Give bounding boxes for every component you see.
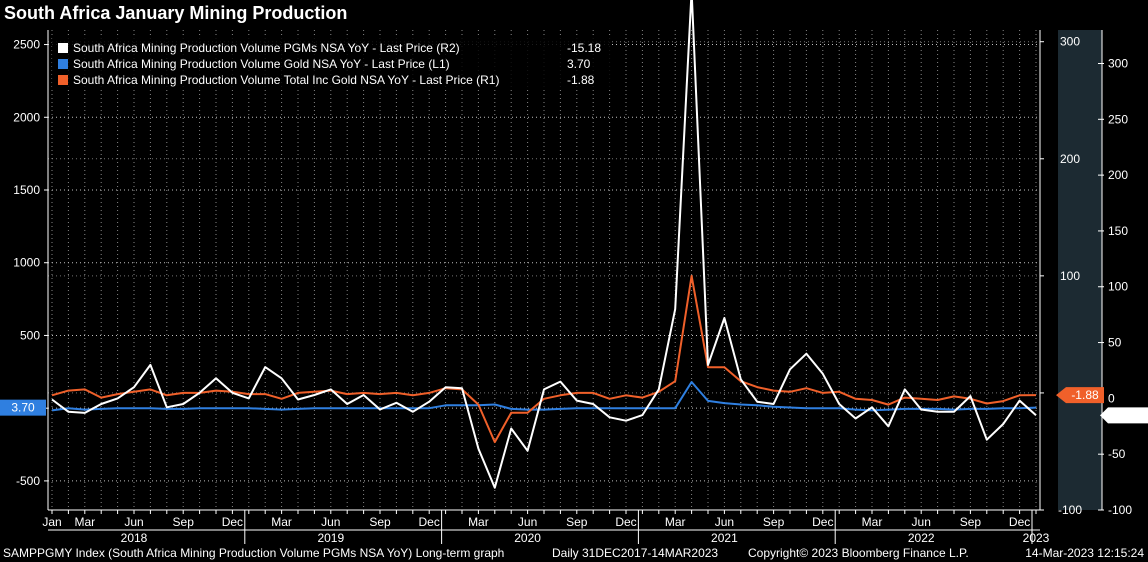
- series-lines: [51, 0, 1037, 489]
- r2-tick-label: 0: [1108, 391, 1115, 405]
- x-month-label: Sep: [763, 515, 785, 529]
- legend-box: [52, 38, 612, 90]
- x-month-label: Sep: [566, 515, 588, 529]
- x-month-label: Jun: [321, 515, 340, 529]
- legend-last-value: -1.88: [567, 73, 595, 87]
- legend-last-value: 3.70: [567, 57, 591, 71]
- legend-last-value: -15.18: [567, 41, 601, 55]
- right-axis-r1: -1000100200300: [1039, 30, 1082, 517]
- r2-tick-label: 50: [1108, 336, 1122, 350]
- x-month-label: Dec: [812, 515, 833, 529]
- series-pgms-line: [51, 0, 1037, 489]
- legend: South Africa Mining Production Volume PG…: [52, 38, 612, 90]
- x-month-label: Sep: [369, 515, 391, 529]
- right-axis-panel: [1058, 30, 1102, 510]
- r1-tick-label: 200: [1060, 152, 1080, 166]
- left-axis: -50005001000150020002500: [13, 30, 49, 510]
- footer-timestamp: 14-Mar-2023 12:15:24: [1025, 546, 1144, 560]
- x-axis: Jan Mar Jun Sep Dec Mar Jun Sep Dec Mar Jun Sep Dec M…: [42, 509, 1050, 545]
- x-month-label: Sep: [960, 515, 982, 529]
- x-month-label: Dec: [1009, 515, 1030, 529]
- footer-range: Daily 31DEC2017-14MAR2023: [552, 546, 718, 560]
- legend-swatch: [58, 59, 68, 69]
- series-gold-line: [51, 381, 1037, 412]
- x-month-label: Dec: [222, 515, 243, 529]
- footer-copyright: Copyright© 2023 Bloomberg Finance L.P.: [748, 546, 969, 560]
- last-price-badges: 3.70 -1.88 -15.18: [0, 387, 1148, 424]
- x-month-label: Mar: [271, 515, 292, 529]
- legend-swatch: [58, 43, 68, 53]
- r2-tick-label: 150: [1108, 224, 1128, 238]
- badge-total-label: -1.88: [1071, 388, 1099, 402]
- badge-pgms-label: -15.18: [1111, 408, 1145, 422]
- legend-swatch: [58, 75, 68, 85]
- left-tick-label: 2000: [13, 110, 40, 124]
- x-month-label: Jun: [715, 515, 734, 529]
- x-month-label: Sep: [173, 515, 195, 529]
- x-year-label: 2022: [908, 531, 935, 545]
- left-tick-label: 1000: [13, 256, 40, 270]
- r2-tick-label: -50: [1108, 447, 1126, 461]
- legend-label: South Africa Mining Production Volume PG…: [73, 41, 460, 55]
- x-month-label: Jan: [42, 515, 61, 529]
- x-month-label: Mar: [862, 515, 883, 529]
- x-year-label: 2021: [711, 531, 738, 545]
- x-month-label: Jun: [124, 515, 143, 529]
- x-month-label: Dec: [419, 515, 440, 529]
- footer: SAMPPGMY Index (South Africa Mining Prod…: [3, 546, 1144, 560]
- x-month-label: Mar: [74, 515, 95, 529]
- chart-title: South Africa January Mining Production: [4, 3, 348, 23]
- r1-tick-label: 100: [1060, 269, 1080, 283]
- legend-label: South Africa Mining Production Volume To…: [73, 73, 499, 87]
- r2-tick-label: -100: [1108, 503, 1132, 517]
- legend-label: South Africa Mining Production Volume Go…: [73, 57, 450, 71]
- x-month-label: Jun: [518, 515, 537, 529]
- r1-tick-label: 300: [1060, 35, 1080, 49]
- x-month-label: Dec: [615, 515, 636, 529]
- r1-tick-label: -100: [1058, 503, 1082, 517]
- badge-total: [1056, 387, 1104, 404]
- left-tick-label: -500: [16, 474, 40, 488]
- x-year-label: 2018: [121, 531, 148, 545]
- x-month-label: Mar: [665, 515, 686, 529]
- left-tick-label: 2500: [13, 38, 40, 52]
- series-total-line: [51, 274, 1037, 444]
- x-year-label: 2020: [514, 531, 541, 545]
- r2-tick-label: 200: [1108, 168, 1128, 182]
- x-month-label: Mar: [468, 515, 489, 529]
- r2-tick-label: 300: [1108, 56, 1128, 70]
- left-tick-label: 500: [20, 328, 40, 342]
- badge-gold-label: 3.70: [11, 401, 35, 415]
- footer-source: SAMPPGMY Index (South Africa Mining Prod…: [3, 546, 504, 560]
- x-year-label: 2019: [317, 531, 344, 545]
- r2-tick-label: 250: [1108, 112, 1128, 126]
- badge-gold: [0, 399, 46, 416]
- badge-pgms: [1100, 407, 1148, 424]
- x-year-label: 2023: [1023, 531, 1050, 545]
- r2-tick-label: 100: [1108, 280, 1128, 294]
- right-axis-r2: -100 -50 0 50 100 150 200 250 300: [1098, 30, 1132, 517]
- left-tick-label: 1500: [13, 183, 40, 197]
- x-month-label: Jun: [912, 515, 931, 529]
